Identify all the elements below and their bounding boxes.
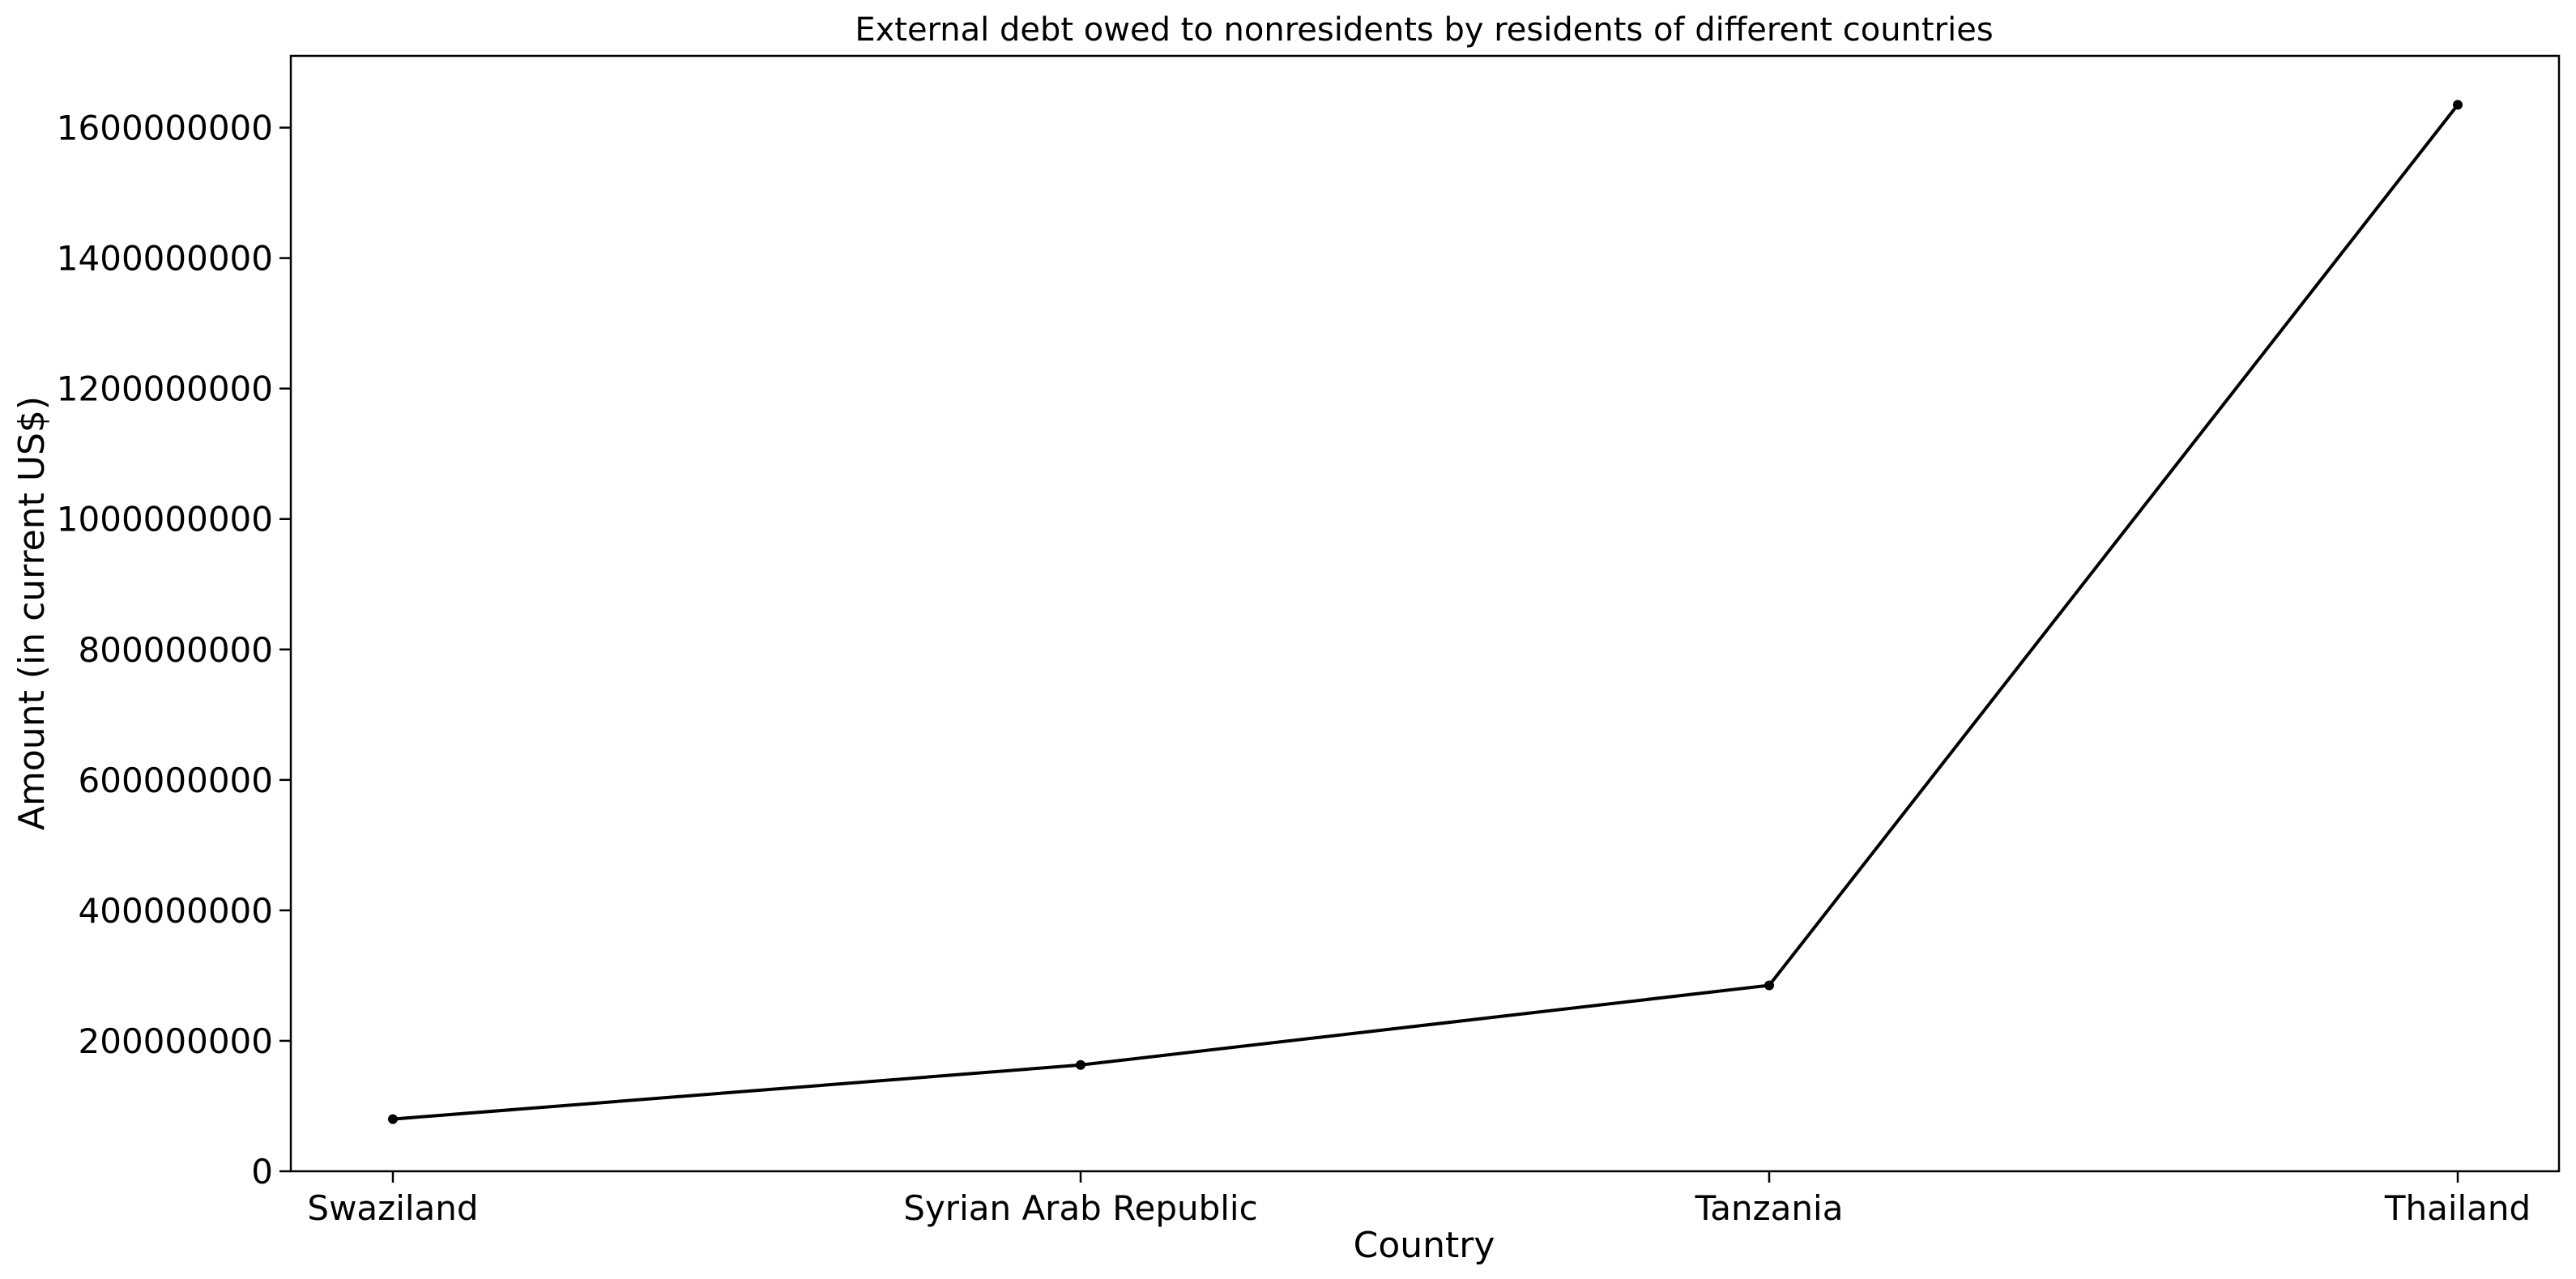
- plot-area-frame: [289, 54, 2561, 1173]
- data-point: [388, 1114, 398, 1124]
- x-tick-label: Syrian Arab Republic: [903, 1188, 1257, 1228]
- x-tick-label: Swaziland: [307, 1188, 478, 1228]
- y-tick-label: 1400000000: [57, 239, 273, 279]
- x-axis-label: Country: [1354, 1225, 1495, 1266]
- x-tick-label: Thailand: [2384, 1188, 2531, 1228]
- y-tick-label: 0: [251, 1152, 273, 1192]
- y-axis-label: Amount (in current US$): [11, 396, 53, 830]
- y-tick-label: 600000000: [79, 761, 274, 800]
- data-point: [1076, 1059, 1085, 1070]
- chart-title: External debt owed to nonresidents by re…: [855, 11, 1993, 49]
- series-line: [392, 104, 2459, 1121]
- series-layer: [388, 100, 2463, 1124]
- y-tick-label: 800000000: [79, 630, 274, 670]
- x-tick-label: Tanzania: [1695, 1188, 1844, 1228]
- y-tick-label: 1600000000: [57, 109, 273, 148]
- x-axis: Swaziland Syrian Arab Republic Tanzania Tha…: [307, 1171, 2531, 1228]
- y-tick-label: 400000000: [79, 891, 274, 931]
- data-point: [1764, 980, 1774, 991]
- y-tick-label: 1200000000: [57, 369, 273, 409]
- y-tick-label: 200000000: [79, 1021, 274, 1061]
- y-tick-label: 1000000000: [57, 500, 273, 539]
- data-point: [2453, 100, 2463, 110]
- y-axis: 0 200000000 400000000 600000000 800000000 100…: [57, 109, 291, 1192]
